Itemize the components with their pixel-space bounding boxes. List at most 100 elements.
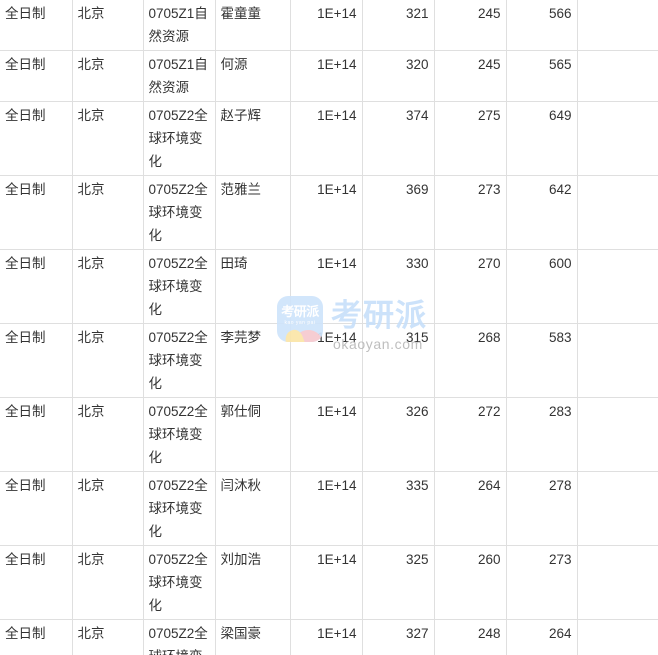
- cell-region[interactable]: 北京: [72, 101, 144, 176]
- table-row[interactable]: 全日制 北京 0705Z2全球环境变化 刘加浩 1E+14 325 260 273: [0, 545, 658, 620]
- table-row[interactable]: 全日制 北京 0705Z2全球环境变化 田琦 1E+14 330 270 600: [0, 249, 658, 324]
- cell-study_mode[interactable]: 全日制: [0, 50, 73, 102]
- cell-score_b[interactable]: 283: [506, 397, 578, 472]
- cell-name[interactable]: 梁国豪: [215, 619, 291, 655]
- cell-major[interactable]: 0705Z2全球环境变化: [143, 323, 216, 398]
- cell-name[interactable]: 刘加浩: [215, 545, 291, 620]
- cell-exam_id[interactable]: 1E+14: [290, 0, 363, 51]
- cell-exam_id[interactable]: 1E+14: [290, 101, 363, 176]
- cell-score_a[interactable]: 245: [434, 0, 507, 51]
- cell-major[interactable]: 0705Z2全球环境变化: [143, 175, 216, 250]
- cell-region[interactable]: 北京: [72, 323, 144, 398]
- cell-study_mode[interactable]: 全日制: [0, 619, 73, 655]
- cell-total[interactable]: 321: [362, 0, 435, 51]
- cell-score_b[interactable]: 278: [506, 471, 578, 546]
- cell-score_b[interactable]: 566: [506, 0, 578, 51]
- cell-region[interactable]: 北京: [72, 397, 144, 472]
- cell-total[interactable]: 374: [362, 101, 435, 176]
- cell-study_mode[interactable]: 全日制: [0, 0, 73, 51]
- cell-exam_id[interactable]: 1E+14: [290, 249, 363, 324]
- cell-study_mode[interactable]: 全日制: [0, 545, 73, 620]
- cell-exam_id[interactable]: 1E+14: [290, 175, 363, 250]
- cell-score_a[interactable]: 264: [434, 471, 507, 546]
- cell-major[interactable]: 0705Z2全球环境变化: [143, 101, 216, 176]
- cell-region[interactable]: 北京: [72, 471, 144, 546]
- cell-total[interactable]: 325: [362, 545, 435, 620]
- table-row[interactable]: 全日制 北京 0705Z2全球环境变化 赵子辉 1E+14 374 275 649: [0, 101, 658, 176]
- cell-score_a[interactable]: 245: [434, 50, 507, 102]
- cell-score_a[interactable]: 270: [434, 249, 507, 324]
- cell-total[interactable]: 315: [362, 323, 435, 398]
- cell-region[interactable]: 北京: [72, 50, 144, 102]
- cell-name[interactable]: 霍童童: [215, 0, 291, 51]
- cell-name[interactable]: 郭仕侗: [215, 397, 291, 472]
- cell-score_b[interactable]: 600: [506, 249, 578, 324]
- cell-score_b[interactable]: 273: [506, 545, 578, 620]
- cell-study_mode[interactable]: 全日制: [0, 397, 73, 472]
- cell-study_mode[interactable]: 全日制: [0, 249, 73, 324]
- cell-total[interactable]: 330: [362, 249, 435, 324]
- cell-blank[interactable]: [577, 50, 658, 102]
- table-row[interactable]: 全日制 北京 0705Z2全球环境变化 郭仕侗 1E+14 326 272 283: [0, 397, 658, 472]
- cell-study_mode[interactable]: 全日制: [0, 175, 73, 250]
- cell-name[interactable]: 何源: [215, 50, 291, 102]
- cell-exam_id[interactable]: 1E+14: [290, 50, 363, 102]
- table-row[interactable]: 全日制 北京 0705Z2全球环境变化 闫沐秋 1E+14 335 264 278: [0, 471, 658, 546]
- table-row[interactable]: 全日制 北京 0705Z1自然资源 何源 1E+14 320 245 565: [0, 50, 658, 102]
- cell-name[interactable]: 闫沐秋: [215, 471, 291, 546]
- cell-blank[interactable]: [577, 545, 658, 620]
- cell-region[interactable]: 北京: [72, 0, 144, 51]
- cell-study_mode[interactable]: 全日制: [0, 471, 73, 546]
- cell-exam_id[interactable]: 1E+14: [290, 545, 363, 620]
- cell-blank[interactable]: [577, 175, 658, 250]
- cell-blank[interactable]: [577, 619, 658, 655]
- cell-major[interactable]: 0705Z2全球环境变化: [143, 249, 216, 324]
- cell-blank[interactable]: [577, 397, 658, 472]
- cell-name[interactable]: 赵子辉: [215, 101, 291, 176]
- table-row[interactable]: 全日制 北京 0705Z1自然资源 霍童童 1E+14 321 245 566: [0, 0, 658, 51]
- cell-major[interactable]: 0705Z2全球环境变化: [143, 545, 216, 620]
- cell-blank[interactable]: [577, 471, 658, 546]
- cell-score_b[interactable]: 565: [506, 50, 578, 102]
- cell-blank[interactable]: [577, 101, 658, 176]
- cell-major[interactable]: 0705Z2全球环境变化: [143, 397, 216, 472]
- cell-total[interactable]: 327: [362, 619, 435, 655]
- table-row[interactable]: 全日制 北京 0705Z2全球环境变化 范雅兰 1E+14 369 273 642: [0, 175, 658, 250]
- cell-total[interactable]: 326: [362, 397, 435, 472]
- cell-region[interactable]: 北京: [72, 175, 144, 250]
- cell-score_b[interactable]: 642: [506, 175, 578, 250]
- cell-score_b[interactable]: 264: [506, 619, 578, 655]
- cell-region[interactable]: 北京: [72, 249, 144, 324]
- cell-exam_id[interactable]: 1E+14: [290, 619, 363, 655]
- cell-blank[interactable]: [577, 323, 658, 398]
- cell-score_a[interactable]: 268: [434, 323, 507, 398]
- cell-total[interactable]: 369: [362, 175, 435, 250]
- cell-name[interactable]: 田琦: [215, 249, 291, 324]
- cell-score_a[interactable]: 248: [434, 619, 507, 655]
- cell-score_a[interactable]: 260: [434, 545, 507, 620]
- cell-blank[interactable]: [577, 249, 658, 324]
- cell-total[interactable]: 335: [362, 471, 435, 546]
- cell-blank[interactable]: [577, 0, 658, 51]
- cell-region[interactable]: 北京: [72, 545, 144, 620]
- cell-major[interactable]: 0705Z2全球环境变化: [143, 471, 216, 546]
- cell-study_mode[interactable]: 全日制: [0, 101, 73, 176]
- cell-exam_id[interactable]: 1E+14: [290, 397, 363, 472]
- cell-major[interactable]: 0705Z1自然资源: [143, 50, 216, 102]
- cell-score_b[interactable]: 649: [506, 101, 578, 176]
- cell-exam_id[interactable]: 1E+14: [290, 471, 363, 546]
- cell-study_mode[interactable]: 全日制: [0, 323, 73, 398]
- cell-name[interactable]: 李芫梦: [215, 323, 291, 398]
- cell-score_a[interactable]: 272: [434, 397, 507, 472]
- cell-name[interactable]: 范雅兰: [215, 175, 291, 250]
- cell-major[interactable]: 0705Z1自然资源: [143, 0, 216, 51]
- cell-region[interactable]: 北京: [72, 619, 144, 655]
- cell-score_a[interactable]: 273: [434, 175, 507, 250]
- cell-score_b[interactable]: 583: [506, 323, 578, 398]
- cell-total[interactable]: 320: [362, 50, 435, 102]
- table-row[interactable]: 全日制 北京 0705Z2全球环境变化 李芫梦 1E+14 315 268 583: [0, 323, 658, 398]
- cell-score_a[interactable]: 275: [434, 101, 507, 176]
- cell-major[interactable]: 0705Z2全球环境变化: [143, 619, 216, 655]
- cell-exam_id[interactable]: 1E+14: [290, 323, 363, 398]
